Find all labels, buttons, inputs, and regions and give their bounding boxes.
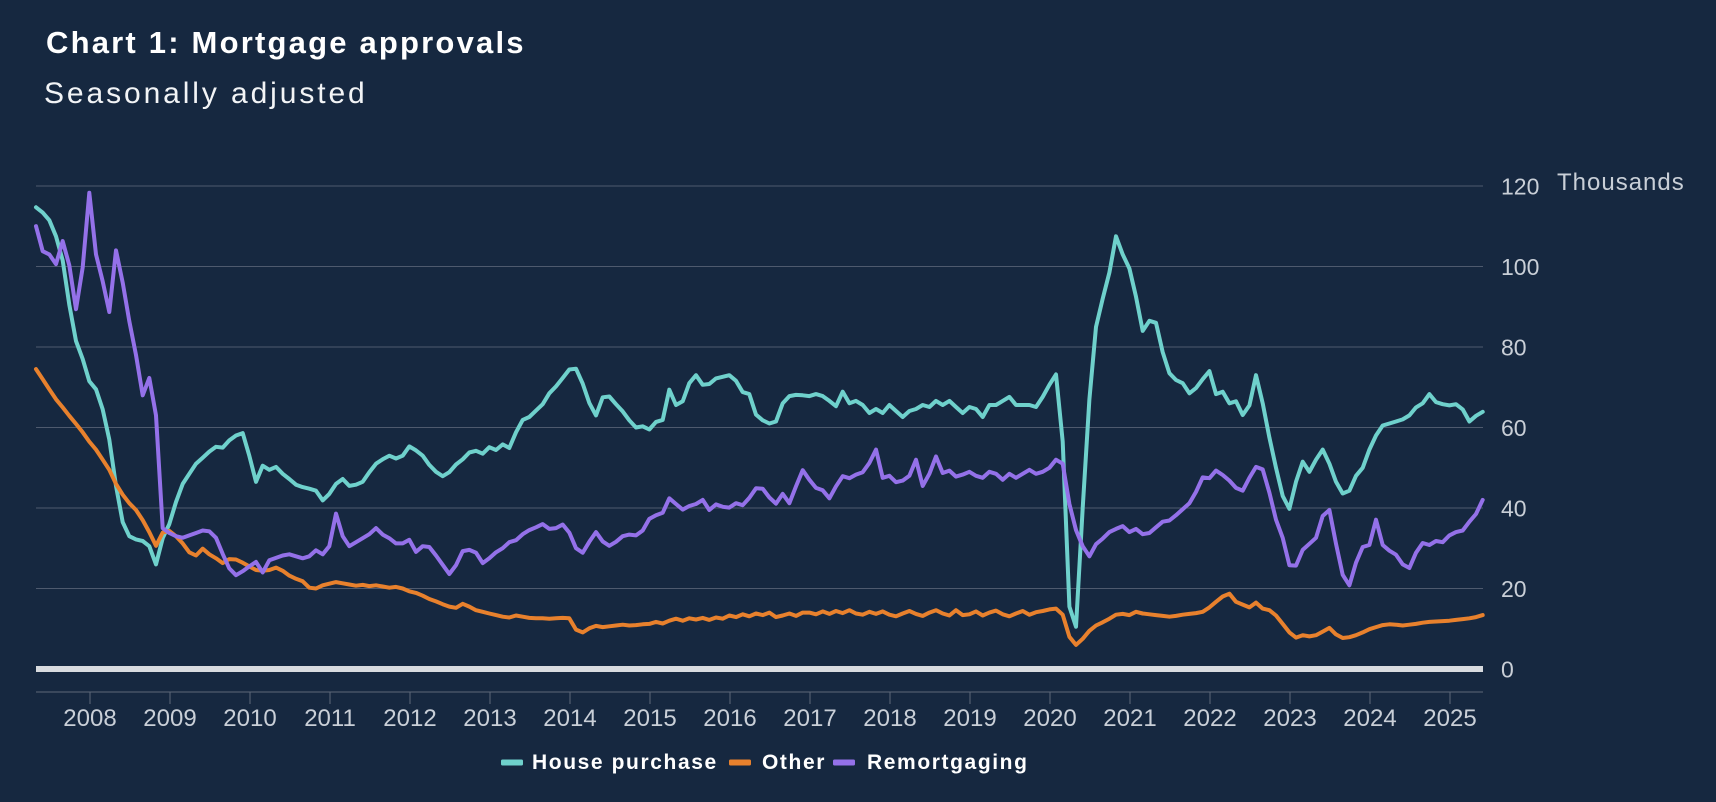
svg-text:2017: 2017 [783,705,836,732]
svg-text:Thousands: Thousands [1557,169,1685,196]
svg-text:120: 120 [1501,174,1539,200]
svg-text:2018: 2018 [863,705,916,732]
svg-text:Chart 1: Mortgage approvals: Chart 1: Mortgage approvals [46,25,526,60]
svg-text:2024: 2024 [1343,705,1396,732]
svg-text:20: 20 [1501,576,1527,602]
svg-text:2014: 2014 [543,705,596,732]
svg-text:2020: 2020 [1023,705,1076,732]
svg-text:2023: 2023 [1263,705,1316,732]
svg-text:2016: 2016 [703,705,756,732]
svg-text:40: 40 [1501,496,1527,522]
svg-text:House purchase: House purchase [532,751,718,774]
svg-text:2010: 2010 [223,705,276,732]
svg-text:2025: 2025 [1423,705,1476,732]
svg-text:2013: 2013 [463,705,516,732]
svg-text:2022: 2022 [1183,705,1236,732]
svg-text:2011: 2011 [304,705,356,732]
svg-text:2015: 2015 [623,705,676,732]
svg-text:2009: 2009 [143,705,196,732]
svg-text:60: 60 [1501,415,1527,441]
svg-text:Other: Other [762,751,826,774]
svg-text:100: 100 [1501,254,1539,280]
svg-text:Seasonally adjusted: Seasonally adjusted [44,77,368,110]
svg-text:2012: 2012 [383,705,436,732]
svg-text:Remortgaging: Remortgaging [867,751,1029,774]
svg-text:2021: 2021 [1103,705,1156,732]
svg-text:80: 80 [1501,335,1527,361]
svg-text:0: 0 [1501,657,1514,683]
svg-text:2008: 2008 [63,705,116,732]
svg-text:2019: 2019 [943,705,996,732]
